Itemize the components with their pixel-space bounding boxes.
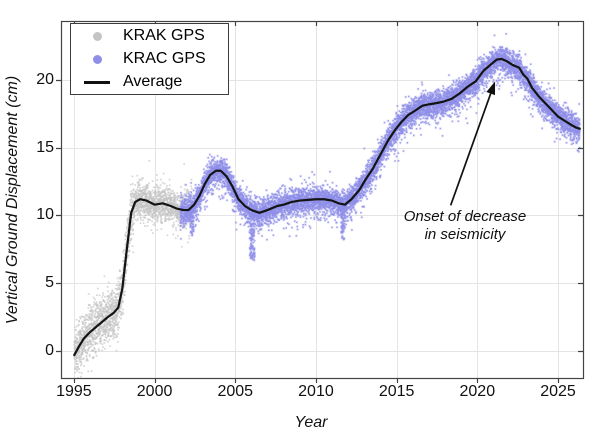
x-axis-label: Year: [294, 414, 328, 431]
x-tick-label: 2015: [378, 383, 415, 400]
krak-dot-icon: [92, 31, 102, 41]
x-tick-label: 1995: [56, 383, 92, 400]
x-tick-label: 2000: [136, 383, 173, 400]
annotation-line1: Onset of decrease: [403, 208, 527, 225]
legend-marker-cell: [71, 31, 123, 41]
y-tick-label: 0: [45, 342, 54, 360]
y-tick-label: 10: [36, 206, 54, 224]
legend-marker-cell: [71, 80, 123, 84]
legend-marker-cell: [71, 54, 123, 64]
x-tick-label: 2025: [540, 383, 576, 400]
legend: KRAK GPS KRAC GPS Average: [70, 23, 229, 95]
krac-dot-icon: [92, 54, 102, 64]
legend-label-krak: KRAK GPS: [123, 27, 205, 44]
legend-item-average: Average: [71, 71, 228, 93]
legend-label-krac: KRAC GPS: [123, 50, 206, 67]
y-tick-label: 5: [45, 274, 54, 292]
annotation-onset: Onset of decrease in seismicity: [370, 208, 560, 244]
legend-label-average: Average: [123, 73, 183, 90]
x-tick-label: 2010: [298, 383, 334, 400]
x-tick-label: 2020: [459, 383, 496, 400]
y-tick-label: 15: [36, 138, 54, 156]
legend-item-krac: KRAC GPS: [71, 48, 228, 70]
annotation-line2: in seismicity: [424, 226, 506, 243]
x-tick-label: 2005: [217, 383, 254, 400]
average-line-icon: [84, 80, 110, 84]
y-axis-label: Vertical Ground Displacement (cm): [4, 75, 21, 324]
y-tick-label: 20: [36, 70, 54, 88]
legend-item-krak: KRAK GPS: [71, 25, 228, 47]
